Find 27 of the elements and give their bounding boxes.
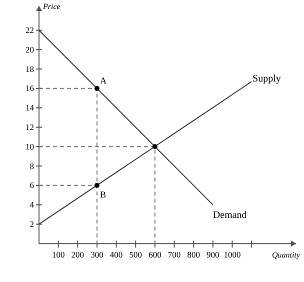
x-tick-label: 100 — [52, 250, 65, 260]
y-tick-label: 18 — [26, 64, 34, 74]
annotation: A — [100, 75, 107, 86]
annotation: B — [100, 189, 106, 200]
y-axis-title: Price — [42, 2, 61, 11]
y-tick-label: 12 — [26, 122, 34, 132]
x-tick-label: 800 — [187, 250, 200, 260]
x-tick-label: 500 — [129, 250, 142, 260]
x-tick-label: 700 — [168, 250, 181, 260]
x-axis-title: Quantity — [272, 250, 300, 260]
x-tick-label: 400 — [110, 250, 123, 260]
y-tick-label: 14 — [26, 102, 35, 113]
x-tick-label: 900 — [206, 250, 220, 260]
x-tick-label: 300 — [90, 250, 104, 260]
y-tick-label: 4 — [30, 200, 35, 210]
x-tick-label: 200 — [71, 250, 84, 260]
x-tick-label: 600 — [148, 250, 162, 260]
series-label: Supply — [252, 74, 281, 85]
y-tick-label: 8 — [30, 160, 34, 171]
y-tick-label: 6 — [30, 180, 34, 190]
y-tick-label: 20 — [26, 44, 34, 54]
y-tick-label: 10 — [26, 141, 34, 152]
x-tick-label: 1000 — [224, 250, 241, 260]
series-label: Demand — [212, 210, 247, 221]
y-tick-label: 22 — [26, 25, 34, 36]
y-tick-label: 2 — [30, 219, 34, 230]
y-tick-label: 16 — [26, 83, 34, 94]
